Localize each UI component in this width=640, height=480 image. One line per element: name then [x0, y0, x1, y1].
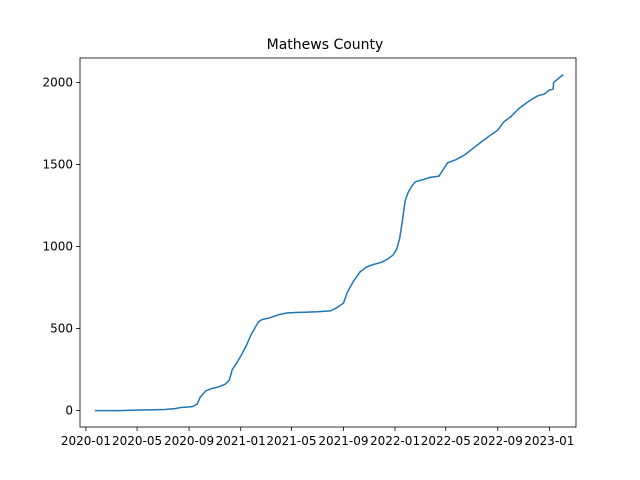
x-tick-label-1: 2020-05 — [112, 434, 162, 448]
series-line-0 — [94, 74, 564, 412]
axes-frame — [79, 57, 577, 428]
y-tick-label-0: 0 — [65, 404, 73, 418]
x-tick-label-9: 2023-01 — [524, 434, 574, 448]
y-tick-label-4: 2000 — [42, 76, 73, 90]
plot-area: 2020-01 2020-05 2020-09 2021-01 2021-05 2021-… — [42, 57, 577, 448]
x-tick-label-0: 2020-01 — [61, 434, 111, 448]
x-tick-label-8: 2022-09 — [473, 434, 523, 448]
x-tick-label-6: 2022-01 — [370, 434, 420, 448]
chart-title: Mathews County — [267, 37, 384, 53]
x-tick-label-5: 2021-09 — [318, 434, 368, 448]
x-tick-label-2: 2020-09 — [164, 434, 214, 448]
y-tick-label-3: 1500 — [42, 158, 73, 172]
y-tick-label-1: 500 — [50, 322, 73, 336]
x-tick-label-7: 2022-05 — [421, 434, 471, 448]
x-tick-label-3: 2021-01 — [216, 434, 266, 448]
y-tick-label-2: 1000 — [42, 240, 73, 254]
x-tick-label-4: 2021-05 — [266, 434, 316, 448]
